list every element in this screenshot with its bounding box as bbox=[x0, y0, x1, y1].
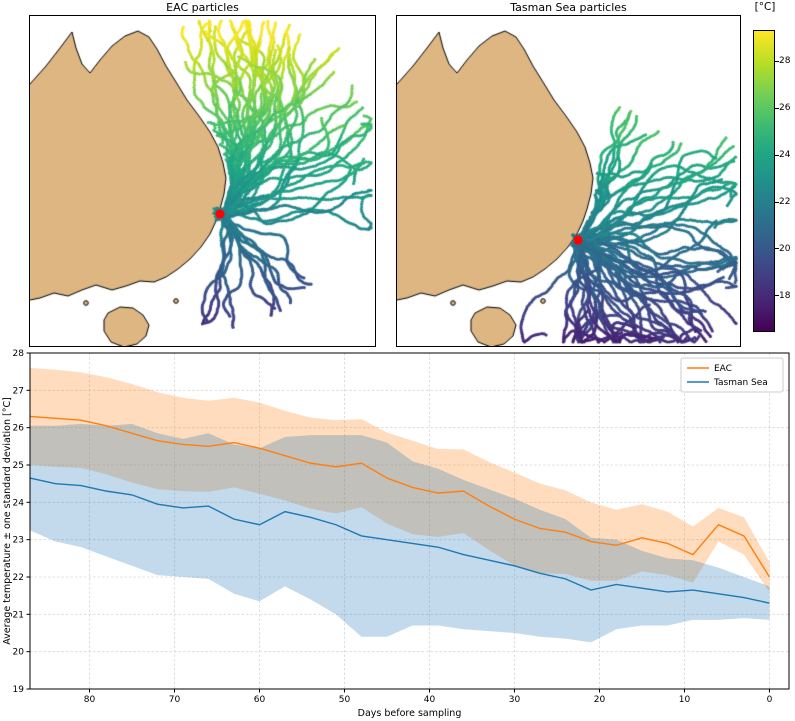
svg-text:80: 80 bbox=[84, 695, 96, 705]
svg-text:27: 27 bbox=[13, 386, 24, 396]
colorbar-tickmark bbox=[775, 154, 779, 156]
svg-text:40: 40 bbox=[424, 695, 436, 705]
colorbar-tick-label: 26 bbox=[779, 103, 791, 114]
svg-text:Average temperature ± one stan: Average temperature ± one standard devia… bbox=[2, 397, 13, 645]
svg-text:23: 23 bbox=[13, 536, 24, 546]
svg-text:20: 20 bbox=[13, 648, 25, 658]
svg-text:28: 28 bbox=[13, 349, 25, 359]
colorbar-tickmark bbox=[775, 201, 779, 203]
svg-text:10: 10 bbox=[679, 695, 691, 705]
svg-text:EAC: EAC bbox=[714, 364, 732, 374]
svg-text:0: 0 bbox=[767, 695, 773, 705]
colorbar-tick-label: 20 bbox=[779, 243, 791, 254]
colorbar-unit-label: [°C] bbox=[754, 1, 776, 13]
svg-text:Days before sampling: Days before sampling bbox=[358, 708, 462, 719]
colorbar-tick-label: 24 bbox=[779, 150, 791, 161]
svg-text:19: 19 bbox=[13, 685, 25, 695]
svg-text:21: 21 bbox=[13, 610, 24, 620]
colorbar-tickmark bbox=[775, 295, 779, 297]
svg-text:Tasman Sea: Tasman Sea bbox=[713, 378, 768, 388]
colorbar-tickmark bbox=[775, 248, 779, 250]
svg-text:25: 25 bbox=[13, 461, 24, 471]
svg-text:20: 20 bbox=[594, 695, 606, 705]
svg-text:50: 50 bbox=[339, 695, 351, 705]
svg-text:24: 24 bbox=[13, 498, 25, 508]
tasman-sea-particles-map bbox=[396, 15, 741, 347]
temperature-colorbar bbox=[753, 30, 775, 332]
colorbar-tickmark bbox=[775, 60, 779, 62]
timeseries-chart: 80 70 60 50 40 30 20 10 0 19 20 21 22 23 24 25 26 27 28 Day… bbox=[2, 349, 790, 719]
colorbar-tick-label: 18 bbox=[779, 290, 791, 301]
tasman-map-title: Tasman Sea particles bbox=[510, 1, 627, 14]
eac-particles-map bbox=[29, 15, 376, 347]
svg-text:26: 26 bbox=[13, 424, 25, 434]
svg-text:30: 30 bbox=[509, 695, 521, 705]
colorbar-tickmark bbox=[775, 107, 779, 109]
svg-text:70: 70 bbox=[169, 695, 181, 705]
svg-text:22: 22 bbox=[13, 573, 24, 583]
colorbar-tick-label: 28 bbox=[779, 56, 791, 67]
svg-text:60: 60 bbox=[254, 695, 266, 705]
eac-map-title: EAC particles bbox=[166, 1, 239, 14]
colorbar-tick-label: 22 bbox=[779, 197, 791, 208]
